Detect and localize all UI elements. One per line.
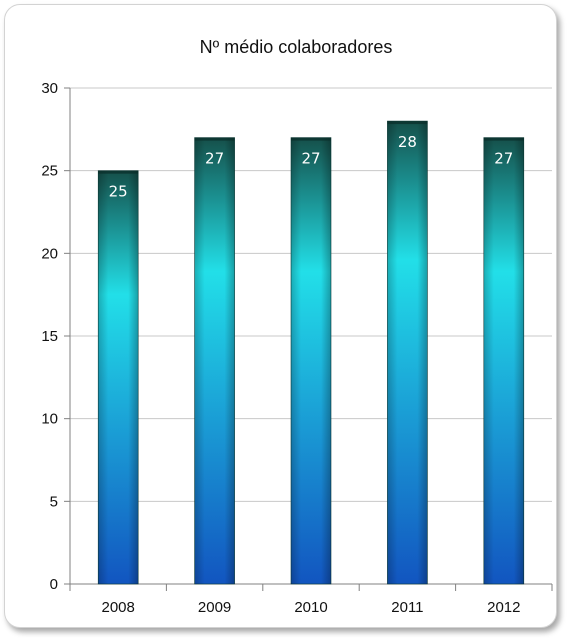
- y-tick-label: 25: [41, 163, 58, 180]
- data-label: 25: [109, 183, 128, 201]
- y-axis: 0 5 10 15 20 25 30: [41, 80, 71, 593]
- data-label: 28: [398, 133, 417, 151]
- bar-shading: [483, 137, 524, 584]
- x-tick-label: 2008: [102, 599, 135, 616]
- bar-shading: [194, 137, 235, 584]
- chart-title: Nº médio colaboradores: [200, 37, 393, 57]
- bar-shading: [387, 121, 428, 585]
- y-tick-label: 0: [50, 576, 58, 593]
- chart-card: [4, 4, 557, 628]
- bar-cap: [194, 137, 235, 141]
- x-tick-label: 2012: [487, 599, 520, 616]
- bar-cap: [98, 170, 139, 174]
- x-tick-label: 2011: [391, 599, 423, 616]
- y-tick-label: 30: [41, 80, 58, 97]
- bar-cap: [291, 137, 331, 141]
- y-tick-label: 15: [41, 328, 58, 345]
- data-label: 27: [494, 150, 513, 168]
- bar-shading: [98, 170, 139, 584]
- y-tick-label: 10: [41, 411, 58, 428]
- x-axis: 2008 2009 2010 2011 2012: [69, 583, 553, 616]
- bars: 25 27 27 28 27: [97, 120, 525, 585]
- bar-cap: [387, 121, 428, 125]
- x-tick-label: 2010: [294, 599, 327, 616]
- data-label: 27: [205, 150, 224, 168]
- y-tick-label: 5: [50, 493, 58, 510]
- y-tick-label: 20: [41, 245, 58, 262]
- x-tick-label: 2009: [198, 599, 231, 616]
- bar-shading: [291, 137, 331, 584]
- bar-cap: [483, 137, 524, 141]
- data-label: 27: [301, 150, 320, 168]
